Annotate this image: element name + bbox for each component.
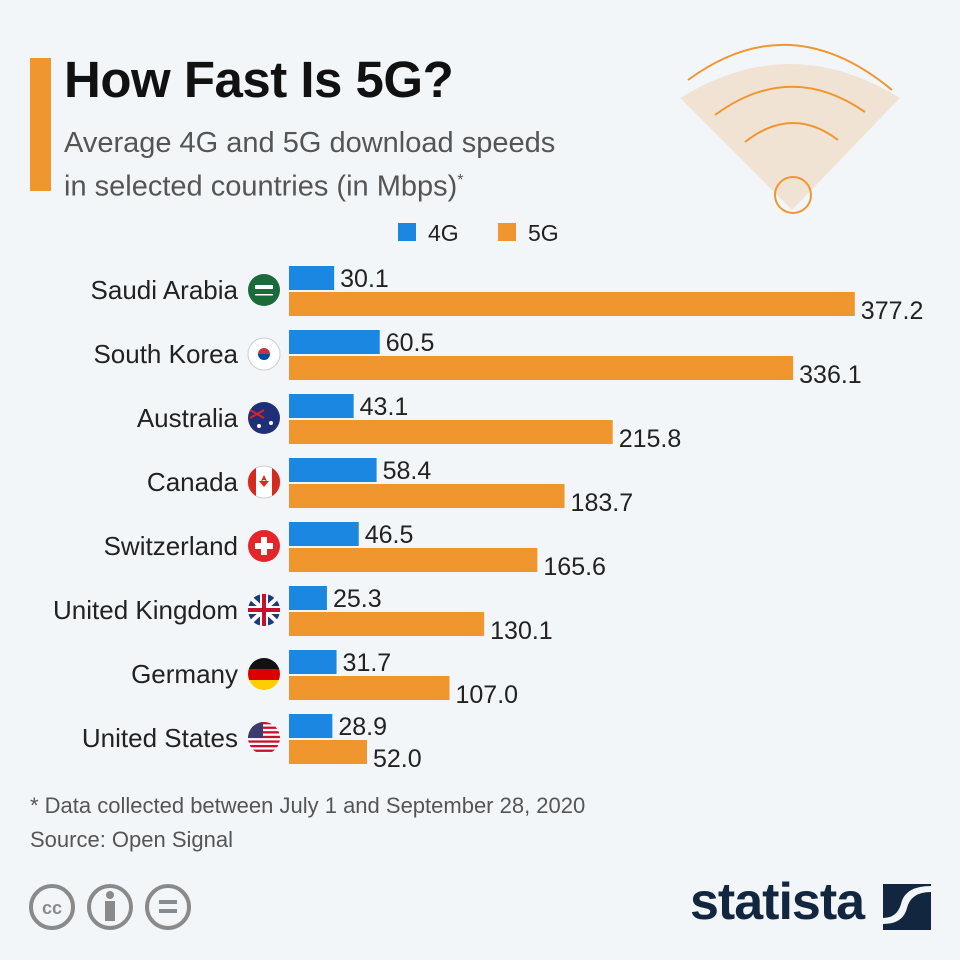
flag-icon	[248, 594, 280, 626]
value-label-5g: 52.0	[373, 745, 422, 773]
country-row: Switzerland 46.5 165.6	[104, 521, 606, 581]
page-title: How Fast Is 5G?	[64, 51, 454, 108]
flag-icon	[248, 402, 280, 434]
license-icons: cc	[29, 884, 191, 930]
value-label-4g: 43.1	[360, 393, 409, 421]
bar-chart: 4G 5G Saudi Arabia 30.1 377.2 South Korea 60…	[53, 220, 924, 773]
value-label-5g: 215.8	[619, 425, 682, 453]
source: Source: Open Signal	[30, 827, 234, 852]
bar-4g	[289, 458, 377, 482]
no-derivatives-icon	[145, 884, 191, 930]
attribution-icon	[87, 884, 133, 930]
value-label-4g: 46.5	[365, 521, 414, 549]
country-label: Canada	[147, 467, 239, 497]
value-label-4g: 60.5	[386, 329, 435, 357]
country-row: Saudi Arabia 30.1 377.2	[91, 265, 924, 325]
country-row: Australia 43.1 215.8	[137, 393, 681, 453]
bar-4g	[289, 330, 380, 354]
country-label: United States	[82, 723, 238, 753]
statista-logo: statista	[690, 873, 865, 931]
bar-4g	[289, 714, 333, 738]
subtitle-line-2-wrap: in selected countries (in Mbps)*	[64, 162, 664, 206]
legend-label-5g: 5G	[528, 220, 559, 246]
country-row: United States 28.9 52.0	[82, 713, 422, 773]
value-label-5g: 377.2	[861, 297, 924, 325]
country-row: Germany 31.7 107.0	[131, 649, 518, 709]
bar-4g	[289, 394, 354, 418]
legend-label-4g: 4G	[428, 220, 459, 246]
cc-icon: cc	[29, 884, 75, 930]
country-row: Canada 58.4 183.7	[147, 457, 633, 517]
flag-icon	[247, 465, 281, 499]
wifi-icon	[680, 44, 900, 214]
subtitle-line-1: Average 4G and 5G download speeds	[64, 127, 556, 159]
subtitle: Average 4G and 5G download speeds in sel…	[64, 124, 664, 206]
title-accent-bar	[30, 58, 51, 191]
legend-swatch-4g	[398, 223, 416, 241]
country-label: Australia	[137, 403, 239, 433]
value-label-4g: 25.3	[333, 585, 382, 613]
bar-5g	[289, 612, 485, 636]
subtitle-line-2: in selected countries (in Mbps)	[64, 170, 458, 203]
value-label-5g: 107.0	[456, 681, 519, 709]
legend: 4G 5G	[398, 220, 559, 246]
country-label: Saudi Arabia	[91, 275, 239, 305]
bar-4g	[289, 650, 337, 674]
svg-text:cc: cc	[42, 898, 62, 918]
flag-icon	[248, 722, 280, 754]
bar-4g	[289, 586, 327, 610]
statista-logo-mark	[883, 884, 931, 930]
bar-5g	[289, 420, 613, 444]
value-label-4g: 31.7	[343, 649, 392, 677]
bar-5g	[289, 740, 367, 764]
value-label-4g: 28.9	[338, 713, 387, 741]
bar-5g	[289, 484, 565, 508]
value-label-5g: 130.1	[490, 617, 553, 645]
country-row: United Kingdom 25.3 130.1	[53, 585, 553, 645]
country-row: South Korea 60.5 336.1	[93, 329, 861, 389]
flag-icon	[248, 530, 280, 562]
country-label: South Korea	[93, 339, 238, 369]
bar-4g	[289, 266, 335, 290]
legend-swatch-5g	[498, 223, 516, 241]
footnote: * Data collected between July 1 and Sept…	[30, 793, 586, 818]
flag-icon	[248, 658, 280, 690]
bar-5g	[289, 356, 794, 380]
value-label-4g: 58.4	[383, 457, 432, 485]
value-label-5g: 336.1	[799, 361, 862, 389]
bar-5g	[289, 676, 450, 700]
bar-5g	[289, 548, 538, 572]
flag-icon	[248, 274, 280, 306]
value-label-5g: 165.6	[543, 553, 606, 581]
country-label: Switzerland	[104, 531, 238, 561]
country-label: United Kingdom	[53, 595, 238, 625]
country-label: Germany	[131, 659, 238, 689]
value-label-4g: 30.1	[340, 265, 389, 293]
bar-5g	[289, 292, 855, 316]
value-label-5g: 183.7	[571, 489, 634, 517]
footnote-mark: *	[457, 172, 464, 189]
bar-4g	[289, 522, 359, 546]
flag-icon	[247, 337, 281, 371]
